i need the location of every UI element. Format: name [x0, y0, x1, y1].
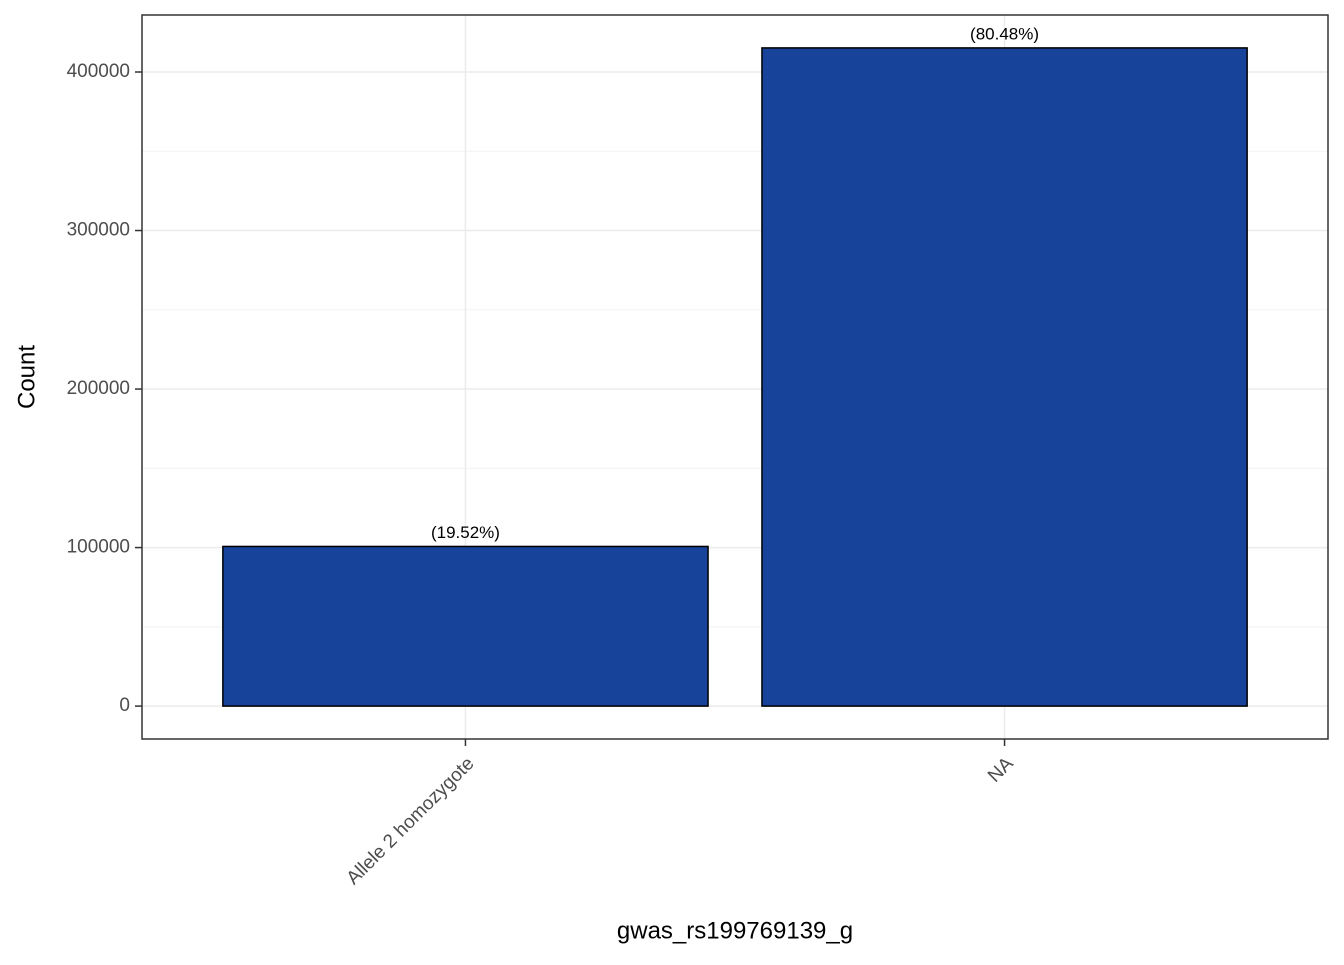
y-axis-label: Count — [13, 345, 40, 409]
y-tick-label: 400000 — [67, 61, 130, 82]
y-tick-label: 0 — [119, 695, 130, 716]
panel-border — [141, 14, 1329, 740]
x-tick-label: NA — [984, 753, 1018, 787]
y-tick-label: 100000 — [67, 537, 130, 558]
bar-label: (80.48%) — [970, 24, 1039, 43]
y-tick-label: 300000 — [67, 220, 130, 241]
x-axis-label: gwas_rs199769139_g — [617, 917, 853, 944]
x-tick-label: Allele 2 homozygote — [343, 753, 479, 889]
bar — [761, 47, 1248, 707]
y-tick-label: 200000 — [67, 378, 130, 399]
bar — [222, 545, 709, 707]
bar-label: (19.52%) — [431, 523, 500, 542]
